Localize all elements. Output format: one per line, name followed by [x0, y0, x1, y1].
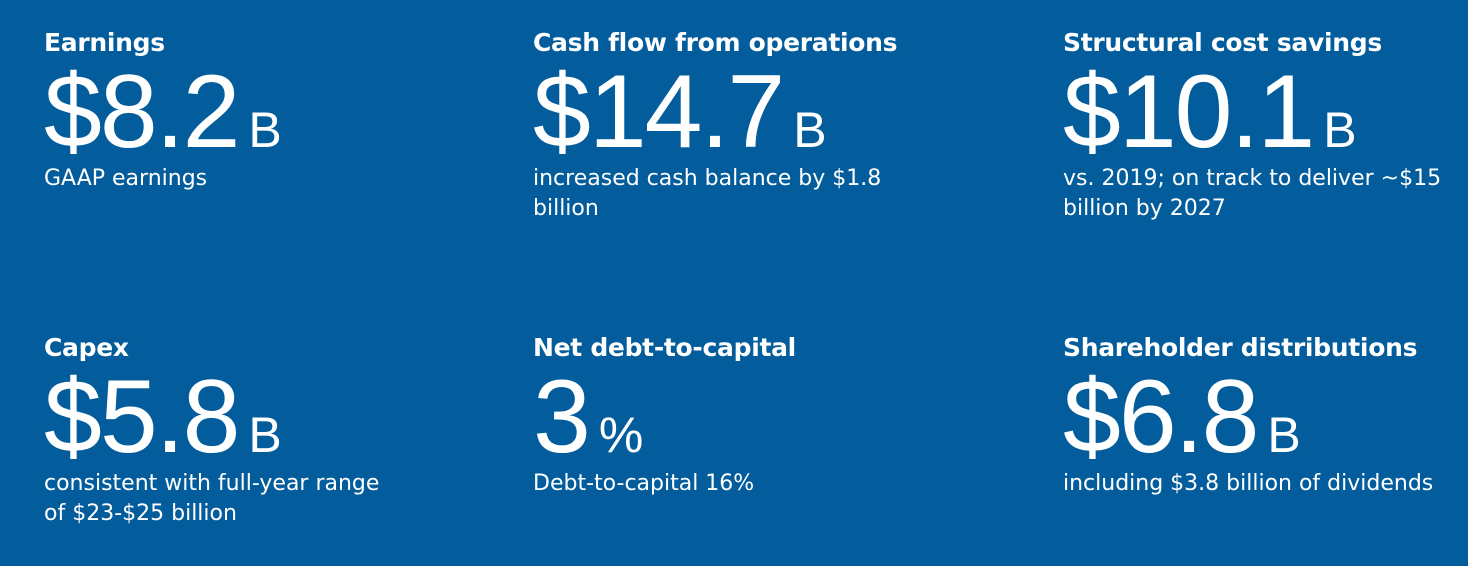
metric-value: $8.2: [44, 54, 240, 170]
metric-value: $10.1: [1063, 54, 1315, 170]
metric-value: $5.8: [44, 359, 240, 475]
metric-card: Net debt-to-capital 3% Debt-to-capital 16%: [533, 333, 1013, 499]
metric-figure: 3%: [533, 365, 1013, 469]
metric-title: Capex: [44, 333, 129, 362]
metric-title: Structural cost savings: [1063, 28, 1382, 57]
metric-figure: $6.8 B: [1063, 365, 1463, 469]
metric-value: $6.8: [1063, 359, 1259, 475]
metric-description: increased cash balance by $1.8 billion: [533, 166, 882, 221]
metric-value: $14.7: [533, 54, 785, 170]
metric-figure: $14.7 B: [533, 60, 1013, 164]
metric-unit: B: [1267, 407, 1301, 463]
metric-description: GAAP earnings: [44, 166, 208, 191]
metric-description: including $3.8 billion of dividends: [1063, 471, 1434, 496]
metric-figure: $5.8 B: [44, 365, 484, 469]
metric-description: consistent with full-year range of $23-$…: [44, 471, 380, 526]
metric-figure: $10.1 B: [1063, 60, 1463, 164]
metric-title: Shareholder distributions: [1063, 333, 1418, 362]
metric-title: Net debt-to-capital: [533, 333, 796, 362]
metric-unit: B: [248, 407, 282, 463]
metric-figure: $8.2 B: [44, 60, 484, 164]
metric-title: Cash flow from operations: [533, 28, 898, 57]
metric-description: Debt-to-capital 16%: [533, 471, 755, 496]
metric-unit: B: [1323, 102, 1357, 158]
metric-card: Earnings $8.2 B GAAP earnings: [44, 28, 484, 194]
metric-description: vs. 2019; on track to deliver ~$15 billi…: [1063, 166, 1442, 221]
metric-value: 3: [533, 359, 591, 475]
metric-title: Earnings: [44, 28, 165, 57]
metric-unit: %: [598, 407, 644, 463]
metric-unit: B: [793, 102, 827, 158]
metric-unit: B: [248, 102, 282, 158]
